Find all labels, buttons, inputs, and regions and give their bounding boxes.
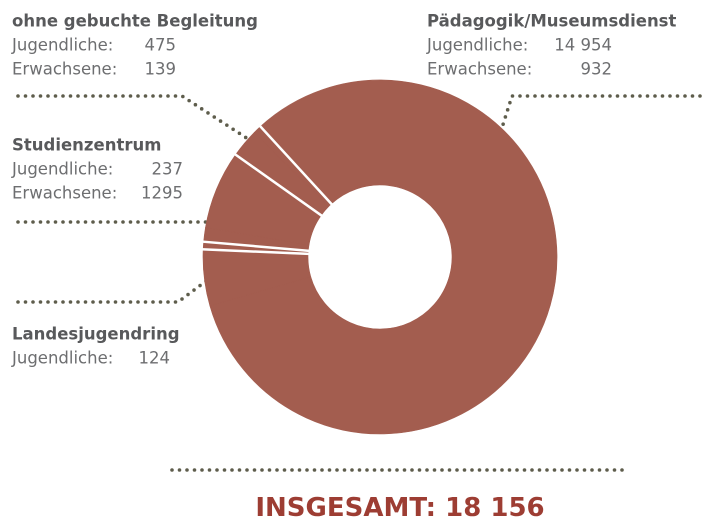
- part-label: Erwachsene:: [12, 184, 117, 203]
- leader-line: [493, 94, 702, 152]
- group-title: Landesjugendring: [12, 325, 180, 344]
- part-label: Jugendliche:: [11, 160, 113, 179]
- segment-separator: [201, 247, 310, 256]
- group-title: ohne gebuchte Begleitung: [12, 12, 258, 31]
- segment-separator: [233, 152, 323, 217]
- part-label: Jugendliche:: [426, 36, 528, 55]
- donut-segment: [209, 79, 558, 435]
- leader-line: [16, 94, 267, 152]
- part-value: 14 954: [554, 36, 612, 55]
- total-value: 18 156: [445, 493, 545, 523]
- total-label: INSGESAMT:: [255, 493, 436, 523]
- part-label: Jugendliche:: [11, 36, 113, 55]
- part-value: 237: [152, 160, 184, 179]
- segment-separator: [258, 124, 333, 206]
- part-value: 932: [581, 60, 613, 79]
- part-label: Erwachsene:: [12, 60, 117, 79]
- part-value: 475: [145, 36, 177, 55]
- group-title: Pädagogik/Museumsdienst: [427, 12, 677, 31]
- part-label: Erwachsene:: [427, 60, 532, 79]
- part-value: 1295: [141, 184, 183, 203]
- group-title: Studienzentrum: [12, 136, 161, 155]
- part-value: 139: [145, 60, 177, 79]
- segment-separator: [201, 240, 310, 253]
- total: INSGESAMT: 18 156: [255, 493, 544, 523]
- part-label: Jugendliche:: [11, 349, 113, 368]
- part-value: 124: [139, 349, 171, 368]
